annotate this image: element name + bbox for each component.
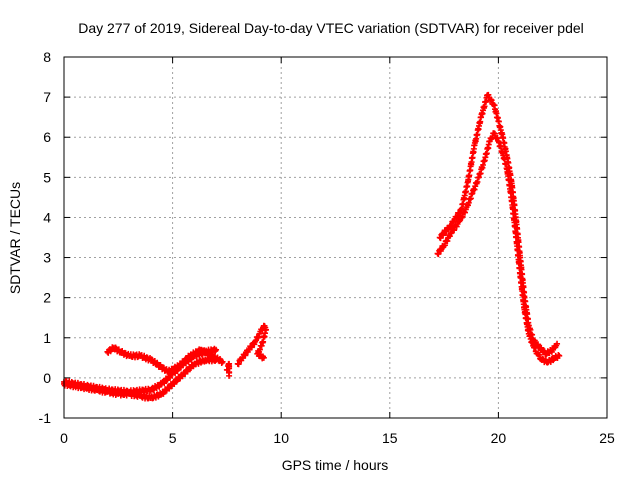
plot-frame (63, 56, 608, 419)
data-point-fill (115, 346, 122, 353)
data-point-fill (458, 214, 465, 221)
y-tick-label: 2 (43, 290, 51, 306)
x-tick-label: 0 (60, 430, 68, 446)
data-point-fill (494, 135, 501, 142)
data-point-fill (212, 348, 219, 355)
x-axis-label: GPS time / hours (282, 457, 389, 473)
data-point-fill (448, 222, 455, 229)
data-point-fill (553, 342, 560, 349)
data-point-fill (441, 242, 448, 249)
data-point-fill (435, 251, 442, 258)
data-point-fill (536, 351, 543, 358)
y-axis-label: SDTVAR / TECUs (7, 182, 23, 294)
data-point-fill (525, 322, 532, 329)
y-tick-label: -1 (39, 410, 52, 426)
data-point-fill (259, 339, 266, 346)
data-point-fill (456, 210, 463, 217)
data-point-fill (451, 227, 458, 234)
data-point-fill (487, 96, 494, 103)
data-point-fill (242, 352, 249, 359)
data-point-fill (554, 354, 561, 361)
data-point-fill (477, 114, 484, 121)
x-tick-label: 5 (169, 430, 177, 446)
data-point-fill (459, 213, 466, 220)
data-point-fill (255, 333, 262, 340)
data-point-fill (516, 252, 523, 259)
data-point-fill (235, 361, 242, 368)
data-point-fill (488, 97, 495, 104)
data-point-fill (481, 157, 488, 164)
y-tick-label: 7 (43, 89, 51, 105)
data-point-fill (494, 114, 501, 121)
data-point-fill (454, 220, 461, 227)
data-point-fill (535, 341, 542, 348)
data-point-fill (257, 342, 264, 349)
data-point-fill (475, 174, 482, 181)
data-point-fill (177, 362, 184, 369)
data-point-fill (468, 191, 475, 198)
y-tick-label: 5 (43, 169, 51, 185)
y-tick-label: 4 (43, 209, 51, 225)
data-point-fill (445, 225, 452, 232)
chart-title: Day 277 of 2019, Sidereal Day-to-day VTE… (78, 20, 584, 36)
data-points (61, 91, 563, 402)
data-point-fill (226, 369, 233, 376)
data-point-fill (218, 359, 225, 366)
data-point-fill (499, 131, 506, 138)
data-point-fill (491, 130, 498, 137)
data-point-fill (555, 352, 562, 359)
y-tick-label: 1 (43, 330, 51, 346)
data-point-fill (450, 219, 457, 226)
data-point-fill (251, 341, 258, 348)
x-tick-label: 25 (599, 430, 615, 446)
grid (64, 57, 607, 418)
y-tick-label: 3 (43, 250, 51, 266)
data-point-fill (548, 348, 555, 355)
x-tick-label: 10 (273, 430, 289, 446)
data-point-fill (260, 353, 267, 360)
data-point-fill (446, 233, 453, 240)
data-point-fill (462, 209, 469, 216)
x-tick-label: 20 (491, 430, 507, 446)
data-point-fill (167, 374, 174, 381)
axis-ticks: 0 5 10 15 20 25 -1 0 1 2 3 4 5 6 7 8 (39, 49, 615, 446)
y-tick-label: 0 (43, 370, 51, 386)
data-point-fill (499, 149, 506, 156)
y-tick-label: 8 (43, 49, 51, 65)
data-point-fill (444, 238, 451, 245)
x-tick-label: 15 (382, 430, 398, 446)
y-tick-label: 6 (43, 129, 51, 145)
